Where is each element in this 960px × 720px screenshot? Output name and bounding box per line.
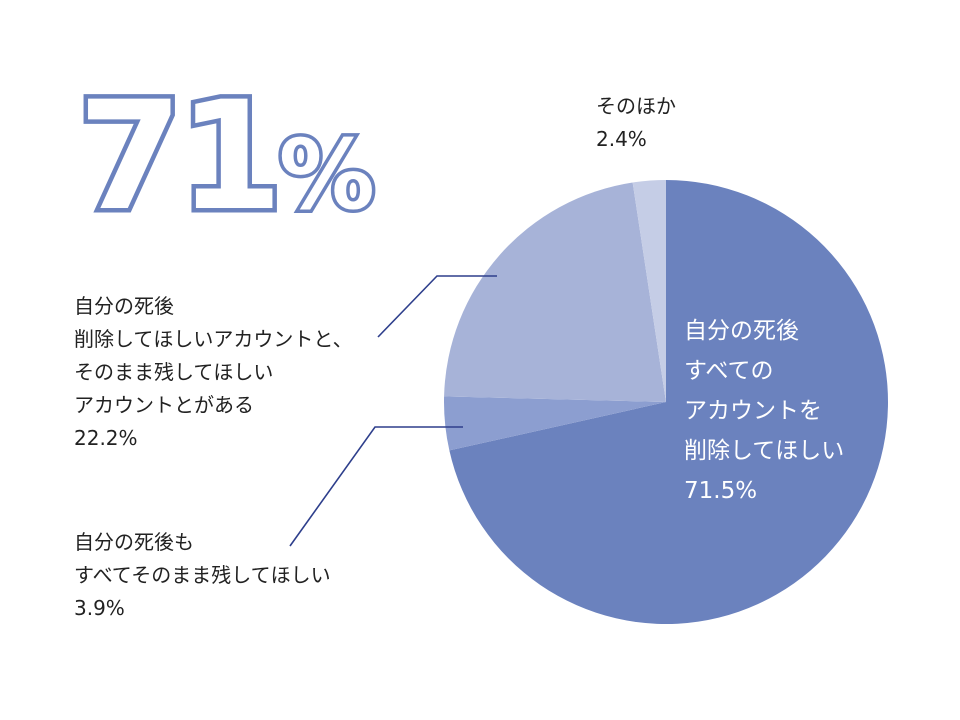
slice-value-label: 3.9% <box>74 596 125 620</box>
pie-slice-mixed <box>444 182 666 402</box>
slice-label-mixed: 自分の死後 削除してほしいアカウントと、 そのまま残してほしい アカウントとがあ… <box>74 290 353 455</box>
pie-slice-delete-all <box>449 180 888 624</box>
slice-label-line: 自分の死後 <box>684 318 799 344</box>
slice-label-line: 自分の死後も <box>74 530 194 554</box>
slice-label-line: 削除してほしい <box>684 438 845 464</box>
slice-label-keep-all: 自分の死後も すべてそのまま残してほしい 3.9% <box>74 526 331 625</box>
slice-value-label: 22.2% <box>74 426 138 450</box>
highlight-value: 71 <box>74 70 288 244</box>
leader-lines <box>289 275 497 547</box>
slice-value-label: 2.4% <box>596 127 647 151</box>
slice-label-line: アカウントとがある <box>74 393 254 417</box>
pie-slice-keep-all <box>444 396 666 451</box>
slice-label-line: そのほか <box>596 94 676 118</box>
slice-label-other: そのほか 2.4% <box>596 90 676 156</box>
pie-slices <box>444 180 888 624</box>
slice-label-delete-all: 自分の死後 すべての アカウントを 削除してほしい 71.5% <box>684 311 844 511</box>
slice-label-line: アカウントを <box>684 398 822 424</box>
slice-label-line: すべての <box>684 358 774 384</box>
slice-label-line: すべてそのまま残してほしい <box>74 563 331 587</box>
leader-line-mixed <box>377 275 497 338</box>
slice-label-line: 削除してほしいアカウントと、 <box>74 327 353 351</box>
slice-label-line: そのまま残してほしい <box>74 360 274 384</box>
highlight-unit: % <box>275 119 378 231</box>
slice-label-line: 自分の死後 <box>74 294 174 318</box>
leader-line-keep-all <box>289 426 463 547</box>
pie-slice-other <box>632 180 666 402</box>
highlight-percentage: 71% <box>74 78 379 237</box>
slice-value-label: 71.5% <box>684 478 758 504</box>
